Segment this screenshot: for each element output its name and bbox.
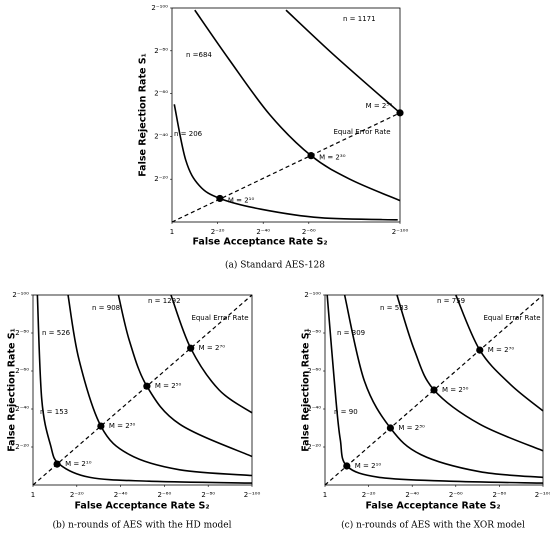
plot-frame: [324, 294, 544, 486]
marker-label: M = 2³⁰: [109, 422, 136, 430]
curve-label: n = 1292: [148, 297, 181, 305]
marker-label: M = 2⁷⁰: [488, 346, 515, 354]
y-tick-label: 2⁻⁶⁰: [15, 367, 29, 375]
marker-label: M = 2¹⁰: [65, 460, 92, 468]
x-tick-label: 2⁻¹⁰⁰: [392, 228, 409, 236]
marker-label: M = 2³⁰: [319, 154, 346, 162]
x-tick-label: 1: [170, 228, 174, 236]
marker-point: [430, 386, 438, 394]
y-tick-label: 2⁻⁴⁰: [307, 405, 321, 413]
curve-label: n = 759: [437, 297, 465, 305]
caption: (a) Standard AES-128: [225, 260, 325, 271]
equal-error-label: Equal Error Rate: [483, 314, 540, 322]
curve: [343, 294, 544, 479]
x-tick-label: 2⁻⁶⁰: [449, 491, 463, 499]
marker-point: [343, 462, 351, 470]
curve-label: n = 309: [337, 329, 365, 337]
y-tick-label: 2⁻¹⁰⁰: [151, 4, 168, 12]
x-tick-label: 2⁻²⁰: [70, 491, 84, 499]
marker-label: M = 2³⁰: [398, 424, 425, 432]
x-tick-label: 2⁻⁶⁰: [158, 491, 172, 499]
y-tick-label: 2⁻⁸⁰: [15, 329, 29, 337]
y-axis-title: False Rejection Rate S₁: [7, 328, 18, 452]
curve-label: n = 153: [40, 408, 68, 416]
equal-error-line: [171, 112, 401, 223]
plot-frame: [32, 294, 253, 486]
curve: [170, 294, 253, 414]
equal-error-line: [324, 294, 544, 486]
caption: (b) n-rounds of AES with the HD model: [52, 520, 231, 531]
x-tick-label: 2⁻⁴⁰: [256, 228, 270, 236]
marker-point: [307, 152, 315, 160]
x-tick-label: 2⁻¹⁰⁰: [535, 491, 550, 499]
y-axis-title: False Rejection Rate S₁: [301, 328, 312, 452]
x-tick-label: 2⁻²⁰: [362, 491, 376, 499]
marker-point: [476, 346, 484, 354]
y-tick-label: 2⁻⁴⁰: [154, 132, 168, 140]
curve: [455, 294, 544, 412]
x-tick-label: 2⁻⁶⁰: [302, 228, 316, 236]
curve-label: n = 533: [380, 304, 408, 312]
marker-point: [53, 460, 61, 468]
x-tick-label: 2⁻⁴⁰: [405, 491, 419, 499]
x-axis-title: False Acceptance Rate S₂: [193, 237, 328, 248]
x-tick-label: 2⁻⁴⁰: [114, 491, 128, 499]
x-axis-title: False Acceptance Rate S₂: [366, 501, 501, 512]
marker-point: [386, 424, 394, 432]
curve: [173, 104, 398, 221]
equal-error-label: Equal Error Rate: [191, 314, 248, 322]
curve-label: n = 90: [334, 408, 358, 416]
y-tick-label: 2⁻⁸⁰: [154, 47, 168, 55]
chart-panel: 1 2⁻²⁰ 2⁻⁴⁰ 2⁻⁶⁰ 2⁻⁸⁰ 2⁻¹⁰⁰ 2⁻²⁰ 2⁻⁴⁰ 2⁻⁶⁰ 2⁻⁸⁰ 2⁻…: [7, 291, 261, 531]
marker-point: [216, 194, 224, 203]
marker-label: M = 2⁵⁰: [442, 386, 469, 394]
marker-point: [396, 109, 404, 117]
marker-label: M = 2¹⁰: [355, 462, 382, 470]
y-tick-label: 2⁻²⁰: [154, 175, 168, 183]
x-tick-label: 2⁻⁸⁰: [201, 491, 215, 499]
marker-label: M = 2⁵⁰: [366, 102, 393, 110]
x-tick-label: 2⁻²⁰: [211, 228, 225, 236]
y-axis-title: False Rejection Rate S₁: [138, 53, 149, 177]
y-tick-label: 2⁻¹⁰⁰: [12, 291, 29, 299]
marker-label: M = 2⁵⁰: [155, 382, 182, 390]
x-tick-label: 2⁻⁸⁰: [493, 491, 507, 499]
curve: [194, 9, 401, 202]
marker-label: M = 2¹⁰: [228, 196, 255, 204]
x-axis-title: False Acceptance Rate S₂: [75, 501, 210, 512]
marker-point: [187, 344, 195, 352]
x-tick-label: 1: [31, 491, 35, 499]
curve: [285, 9, 401, 114]
y-tick-label: 2⁻⁴⁰: [15, 405, 29, 413]
y-tick-label: 2⁻⁸⁰: [307, 329, 321, 337]
y-tick-label: 2⁻⁶⁰: [307, 367, 321, 375]
y-tick-label: 2⁻¹⁰⁰: [304, 291, 321, 299]
y-tick-label: 2⁻²⁰: [307, 443, 321, 451]
marker-point: [143, 382, 151, 390]
x-tick-label: 1: [323, 491, 327, 499]
curve-label: n =684: [186, 51, 212, 59]
curve-label: n = 526: [42, 329, 71, 337]
x-tick-label: 2⁻¹⁰⁰: [244, 491, 261, 499]
equal-error-line: [32, 294, 253, 486]
chart-panel: 1 2⁻²⁰ 2⁻⁴⁰ 2⁻⁶⁰ 2⁻¹⁰⁰ 2⁻²⁰ 2⁻⁴⁰ 2⁻⁶⁰ 2⁻⁸⁰ 2⁻¹⁰⁰ F…: [138, 4, 409, 271]
plot-frame: [171, 7, 401, 223]
curve: [67, 294, 253, 477]
caption: (c) n-rounds of AES with the XOR model: [341, 520, 525, 531]
equal-error-label: Equal Error Rate: [333, 128, 390, 136]
y-tick-label: 2⁻⁶⁰: [154, 90, 168, 98]
marker-label: M = 2⁷⁰: [199, 344, 226, 352]
curve-label: n = 1171: [343, 15, 376, 23]
y-tick-label: 2⁻²⁰: [15, 443, 29, 451]
chart-panel: 1 2⁻²⁰ 2⁻⁴⁰ 2⁻⁶⁰ 2⁻⁸⁰ 2⁻¹⁰⁰ 2⁻²⁰ 2⁻⁴⁰ 2⁻⁶⁰ 2⁻⁸⁰ 2⁻…: [301, 291, 550, 531]
curve-label: n = 206: [174, 130, 203, 138]
marker-point: [97, 422, 105, 430]
curve-label: n = 908: [92, 304, 120, 312]
